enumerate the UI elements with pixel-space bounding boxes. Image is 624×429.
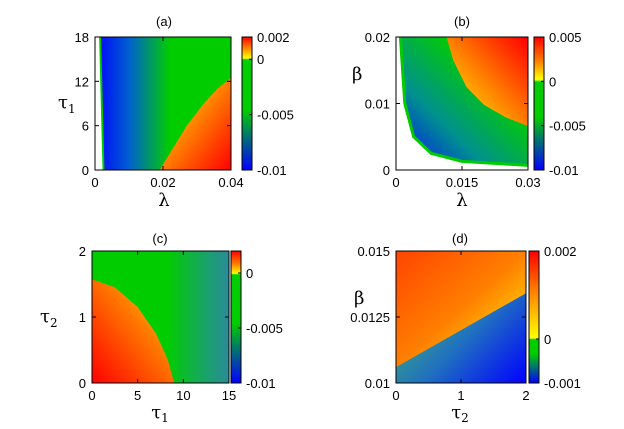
- positive-region: [159, 77, 231, 170]
- panel-title: (b): [454, 14, 470, 29]
- colorbar-tick-label: -0.01: [257, 163, 287, 178]
- y-tick-label: 1: [79, 310, 86, 325]
- axis-ticks: 0 0.02 0.04 0 6 12 18: [75, 30, 244, 190]
- colorbar-scale: [241, 36, 253, 171]
- axis-ticks: 0 1 2 0.01 0.0125 0.015: [350, 244, 529, 403]
- y-tick-label: 0: [82, 163, 89, 178]
- colorbar-tick-label: 0.002: [544, 244, 577, 259]
- x-axis-label: τ2: [451, 402, 469, 425]
- x-axis-label: λ: [158, 190, 169, 211]
- y-tick-label: 2: [79, 244, 86, 259]
- y-tick-label: 0.015: [357, 244, 390, 259]
- colorbar-tick-label: -0.005: [246, 321, 283, 336]
- x-tick-label: 0: [88, 388, 95, 403]
- colorbar-scale: [528, 250, 540, 384]
- colorbar-tick-label: 0: [257, 52, 264, 67]
- colorbar-tick-label: -0.001: [544, 376, 581, 391]
- colorbar-tick-label: 0: [544, 332, 551, 347]
- y-tick-label: 18: [75, 30, 89, 45]
- colorbar: 0.002 0 -0.001: [528, 244, 581, 391]
- positive-region: [396, 251, 526, 368]
- x-tick-label: 10: [176, 388, 190, 403]
- y-tick-label: 0.02: [365, 30, 390, 45]
- boundary-edge: [99, 37, 105, 170]
- y-tick-label: 6: [82, 119, 89, 134]
- x-axis-label: λ: [456, 190, 467, 211]
- y-tick-label: 0: [383, 163, 390, 178]
- colorbar-tick-label: -0.01: [246, 376, 276, 391]
- boundary-edge: [398, 37, 528, 167]
- y-tick-label: 0.01: [365, 97, 390, 112]
- x-tick-label: 0.03: [515, 175, 540, 190]
- colorbar: 0 -0.005 -0.01: [230, 250, 283, 391]
- panel-title: (c): [152, 231, 167, 246]
- y-tick-label: 0: [79, 376, 86, 391]
- y-axis-label: τ1: [58, 92, 76, 116]
- colorbar: 0.002 0 -0.005 -0.01: [241, 30, 294, 178]
- axis-ticks: 0 0.015 0.03 0 0.01 0.02: [365, 30, 541, 190]
- y-axis-label: β: [352, 64, 362, 85]
- y-tick-label: 12: [75, 74, 89, 89]
- colorbar-tick-label: 0: [549, 74, 556, 89]
- y-tick-label: 0.0125: [350, 310, 390, 325]
- panel-b: (b) 0 0.015 0.03 0 0.01 0.02 0.005 0 -0.005 -0.0…: [352, 14, 586, 211]
- colorbar-scale: [230, 250, 242, 384]
- colorbar-scale: [533, 36, 545, 171]
- colorbar-tick-label: 0.005: [549, 30, 582, 45]
- x-tick-label: 0.04: [218, 175, 243, 190]
- undefined-region: [396, 37, 528, 170]
- colorbar-tick-label: 0: [246, 266, 253, 281]
- x-tick-label: 0.02: [150, 175, 175, 190]
- y-axis-label: τ2: [40, 306, 58, 330]
- panel-title: (d): [452, 231, 468, 246]
- x-tick-label: 15: [222, 388, 236, 403]
- x-axis-label: τ1: [151, 402, 169, 425]
- positive-region: [446, 37, 528, 127]
- undefined-region: [95, 37, 104, 170]
- x-tick-label: 0: [91, 175, 98, 190]
- x-tick-label: 0: [392, 388, 399, 403]
- heatmap-area: [395, 250, 527, 384]
- panel-c: (c) 0 5 10 15 0 1 2 0 -0.005 -0.01 τ1 τ2: [40, 231, 283, 425]
- x-tick-label: 2: [522, 388, 529, 403]
- x-tick-label: 1: [457, 388, 464, 403]
- y-tick-label: 0.01: [365, 376, 390, 391]
- x-tick-label: 0: [392, 175, 399, 190]
- panel-title: (a): [156, 14, 172, 29]
- colorbar-tick-label: -0.005: [257, 108, 294, 123]
- panel-d: (d) 0 1 2 0.01 0.0125 0.015 0.002 0 -0.001 τ2 β: [350, 231, 581, 425]
- heatmap-area: [395, 36, 529, 171]
- colorbar-tick-label: 0.002: [257, 30, 290, 45]
- x-tick-label: 5: [134, 388, 141, 403]
- positive-region: [92, 279, 175, 383]
- x-tick-label: 0.015: [446, 175, 479, 190]
- colorbar-tick-label: -0.01: [549, 163, 579, 178]
- colorbar-tick-label: -0.005: [549, 119, 586, 134]
- y-axis-label: β: [354, 288, 364, 309]
- axis-ticks: 0 5 10 15 0 1 2: [79, 244, 236, 403]
- heatmap-area: [91, 250, 230, 384]
- colorbar: 0.005 0 -0.005 -0.01: [533, 30, 586, 178]
- heatmap-area: [94, 36, 232, 171]
